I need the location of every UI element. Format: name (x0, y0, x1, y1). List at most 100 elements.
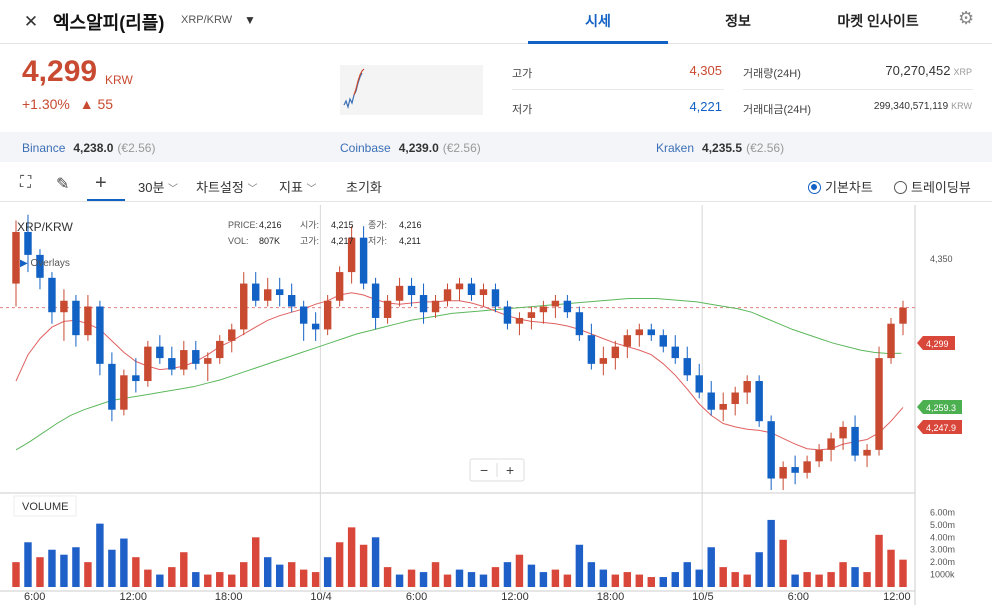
x-tick-label: 6:00 (24, 591, 45, 603)
price-chart[interactable]: 6:00 12:00 18:00 10/4 6:00 12:00 18:00 10/5 6:00… (0, 205, 992, 605)
candle-body (371, 283, 380, 318)
volume-bar (791, 574, 799, 587)
candle-body (851, 426, 859, 456)
candle-body (96, 306, 104, 364)
ohlc-close-label: 종가: (368, 220, 387, 230)
volume-tick-label: 3.00m (930, 545, 955, 555)
volume-bar (695, 569, 703, 587)
volume-bar (335, 542, 344, 587)
candle-body (695, 375, 703, 393)
reset-button[interactable]: 초기화 (346, 180, 382, 195)
overlays-toggle[interactable]: ▶ Overlays (20, 258, 70, 269)
candle-body (419, 295, 428, 313)
candle-body (323, 300, 332, 330)
gear-icon[interactable]: ⚙ (958, 8, 975, 28)
volume-bar (383, 567, 392, 587)
volume-unit: XRP (953, 67, 972, 77)
volume-label: VOLUME (22, 501, 68, 513)
zoom-control[interactable]: − + (469, 458, 525, 482)
volume-bar (803, 572, 811, 587)
candle-body (180, 350, 188, 370)
candle-body (659, 335, 667, 347)
zoom-in-button[interactable]: + (506, 462, 514, 478)
chart-settings-select[interactable]: 차트설정 ﹀ (196, 177, 257, 196)
exchange-kraken[interactable]: Kraken 4,235.5 (€2.56) (656, 141, 784, 155)
volume-bar (779, 539, 787, 587)
candle-body (204, 358, 212, 364)
candle-body (455, 283, 464, 290)
crosshair-icon[interactable]: + (95, 172, 107, 194)
axes: 6:00 12:00 18:00 10/4 6:00 12:00 18:00 10/5 6:00… (24, 507, 955, 603)
volume-bar (515, 554, 524, 587)
candle-body (683, 358, 691, 376)
candle-body (228, 329, 236, 341)
candle-body (827, 438, 835, 450)
candle-body (132, 375, 140, 382)
price-tag-red: 4,247.9 (917, 420, 962, 434)
candle-body (108, 363, 116, 410)
candle-body (299, 306, 308, 324)
fullscreen-icon[interactable]: ⛶ (20, 174, 32, 191)
volume-bar (240, 562, 248, 587)
candle-body (168, 358, 176, 370)
candle-body (707, 392, 715, 410)
exchange-coinbase[interactable]: Coinbase 4,239.0 (€2.56) (340, 141, 481, 155)
exchange-bar: Binance 4,238.0 (€2.56) Coinbase 4,239.0 (€2… (0, 132, 992, 162)
candle-body (731, 392, 739, 404)
high-label: 고가 (512, 68, 533, 80)
candle-body (755, 381, 763, 422)
candle-body (12, 231, 20, 284)
volume-bar (168, 567, 176, 587)
radio-selected-icon (808, 181, 821, 194)
tradingview-label: 트레이딩뷰 (911, 180, 971, 195)
volume-bar (551, 569, 560, 587)
candle-body (311, 323, 320, 330)
candle-body (551, 300, 560, 307)
close-icon[interactable]: ✕ (23, 12, 39, 31)
volume-bar (851, 567, 859, 587)
coin-name: 엑스알피(리플) (53, 13, 165, 33)
candle-body (407, 285, 416, 296)
basic-chart-label: 기본차트 (825, 180, 873, 195)
candle-body (479, 289, 488, 296)
tradingview-radio[interactable]: 트레이딩뷰 (894, 177, 971, 196)
volume-tick-label: 4.00m (930, 532, 955, 542)
ohlc-high: 4,217 (331, 236, 354, 246)
tab-info[interactable]: 정보 (725, 13, 751, 29)
volume-bar (827, 572, 835, 587)
pencil-icon[interactable]: ✎ (56, 176, 70, 193)
volume-bar (395, 574, 404, 587)
chevron-down-icon[interactable]: ▼ (244, 13, 256, 27)
candle-body (623, 335, 632, 347)
candle-body (192, 350, 200, 364)
volume-bar (359, 544, 368, 587)
zoom-out-button[interactable]: − (480, 462, 488, 478)
candles (12, 214, 907, 490)
volume-bar (491, 567, 500, 587)
tab-market-insight[interactable]: 마켓 인사이트 (837, 13, 919, 29)
volume-bar (263, 557, 272, 587)
volume-bar (539, 572, 548, 587)
amount-unit: KRW (951, 101, 972, 111)
divider (512, 89, 724, 90)
volume-bar (287, 562, 296, 587)
volume-bar (467, 572, 476, 587)
volume-value: 70,270,452 XRP (820, 63, 972, 78)
volume-bar (719, 567, 727, 587)
volume-bar (180, 552, 188, 587)
basic-chart-radio[interactable]: 기본차트 (808, 177, 873, 196)
tab-price[interactable]: 시세 (528, 0, 668, 44)
moving-average-green (15, 298, 902, 451)
interval-select[interactable]: 30분 ﹀ (138, 177, 178, 196)
chart-grid (0, 205, 916, 605)
volume-bar (455, 569, 464, 587)
candle-body (359, 237, 368, 284)
volume-bar (323, 557, 332, 587)
indicators-select[interactable]: 지표 ﹀ (279, 177, 317, 196)
coin-pair: XRP/KRW (181, 14, 233, 26)
volume-bar (120, 538, 128, 587)
exchange-binance[interactable]: Binance 4,238.0 (€2.56) (22, 141, 155, 155)
volume-tick-label: 2.00m (930, 557, 955, 567)
price-tag-red-text: 4,247.9 (926, 423, 956, 433)
x-tick-label: 12:00 (883, 591, 911, 603)
